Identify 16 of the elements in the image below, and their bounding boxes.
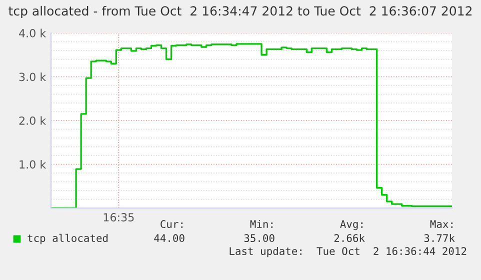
text: 3.77k bbox=[424, 234, 455, 242]
text: Cur: bbox=[160, 220, 182, 228]
legend-label: tcp allocated bbox=[28, 234, 108, 244]
x-tick-label: 16:35 bbox=[104, 213, 134, 222]
text: Min: bbox=[250, 220, 272, 228]
chart-title: tcp allocated - from Tue Oct 2 16:34:47 2012 to Tue Oct 2 16:36:07 2012 bbox=[8, 6, 472, 18]
text: Avg: bbox=[340, 220, 362, 230]
text: 44.00 bbox=[154, 234, 184, 242]
y-tick-label: 2.0 k bbox=[19, 116, 46, 125]
y-tick-label: 4.0 k bbox=[19, 28, 46, 38]
text: 35.00 bbox=[244, 234, 274, 242]
text: Max: bbox=[430, 220, 452, 228]
text: 2.66k bbox=[334, 234, 365, 242]
text: Last update: Tue Oct 2 16:36:44 2012 bbox=[230, 246, 466, 258]
y-tick-label: 3.0 k bbox=[19, 72, 46, 82]
y-tick-label: 1.0 k bbox=[20, 160, 46, 169]
